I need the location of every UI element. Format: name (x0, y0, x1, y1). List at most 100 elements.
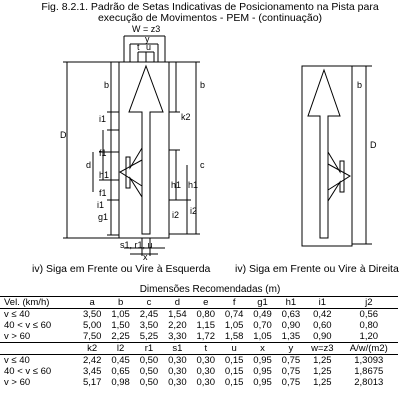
left-straight-arrow (128, 64, 164, 235)
header-cell: e (191, 296, 220, 309)
dimensions-table: Vel. (km/h) a b c d e f g1 h1 i1 j2 v ≤ … (0, 296, 398, 388)
table-cell: v > 60 (4, 331, 31, 342)
label-i1-lower: i1 (97, 200, 105, 210)
table-row: 40 < v ≤ 60 3,45 0,65 0,50 0,30 0,30 0,1… (0, 366, 398, 377)
label-k2: k2 (181, 112, 191, 122)
header-cell: j2 (339, 296, 398, 309)
table-header-row-2: k2 l2 r1 s1 t u x y w=z3 A/w/(m2) (0, 342, 398, 355)
table-cell: 0,42 (313, 309, 332, 320)
table-cell: v ≤ 40 (4, 355, 30, 366)
table-cell: v > 60 (4, 377, 31, 388)
table-cell: 0,50 (139, 355, 159, 366)
label-i2-left: i2 (172, 210, 180, 220)
header-cell: f (219, 296, 249, 309)
label-f1-top: f1 (99, 148, 107, 158)
table-cell: 1,72 (196, 331, 216, 342)
header-cell: s1 (163, 342, 192, 355)
table-cell: 0,49 (253, 309, 272, 320)
table-cell: 0,30 (168, 355, 187, 366)
label-x: x (143, 252, 148, 262)
header-cell: c (134, 296, 164, 309)
table-row: v ≤ 40 3,50 1,05 2,45 1,54 0,80 0,74 0,4… (0, 309, 398, 321)
table-cell: 1,54 (168, 309, 187, 320)
table-cell: 0,30 (168, 377, 187, 388)
left-figure-caption: iv) Siga em Frente ou Vire à Esquerda (32, 263, 211, 275)
header-cell: a (78, 296, 107, 309)
header-cell: Vel. (km/h) (0, 296, 78, 309)
table-cell: 0,95 (253, 355, 272, 366)
table-row: v > 60 5,17 0,98 0,50 0,30 0,30 0,15 0,9… (0, 377, 398, 388)
table-cell: 5,17 (82, 377, 102, 388)
table-cell: 0,30 (196, 366, 216, 377)
table-caption: Dimensões Recomendadas (m) (139, 284, 281, 295)
table-cell: 7,50 (82, 331, 102, 342)
label-h1: h1 (99, 170, 110, 180)
table-cell: 1,25 (313, 366, 332, 377)
table-cell: 0,50 (139, 377, 159, 388)
table-cell: 2,8013 (354, 377, 384, 388)
table-cell: 1,05 (111, 309, 130, 320)
table-cell: 0,75 (281, 377, 301, 388)
table-cell: 5,00 (82, 320, 102, 331)
table-cell: 2,45 (139, 309, 159, 320)
table-cell: 3,50 (82, 309, 102, 320)
table-cell: 0,98 (111, 377, 130, 388)
label-b-right-figure: b (357, 80, 363, 90)
label-u: u (146, 42, 152, 52)
label-i1: i1 (99, 114, 107, 124)
label-D-left: D (60, 130, 67, 140)
table-cell: 0,74 (224, 309, 244, 320)
table-cell: 3,50 (139, 320, 159, 331)
right-straight-arrow (307, 68, 341, 239)
table-cell: 40 < v ≤ 60 (4, 366, 52, 377)
table-cell: 1,15 (196, 320, 216, 331)
table-cell: 3,45 (82, 366, 102, 377)
header-cell: d (163, 296, 192, 309)
table-cell: v ≤ 40 (4, 309, 30, 320)
header-cell: k2 (78, 342, 107, 355)
table-cell: 0,80 (196, 309, 216, 320)
figure-title-line-2: execução de Movimentos - PEM - (continua… (97, 12, 323, 24)
table-header-row-1: Vel. (km/h) a b c d e f g1 h1 i1 j2 (0, 296, 398, 309)
header-cell: t (191, 342, 220, 355)
label-b: b (104, 80, 110, 90)
label-c: c (200, 160, 205, 170)
table-row: v ≤ 40 2,42 0,45 0,50 0,30 0,30 0,15 0,9… (0, 355, 398, 367)
label-s1-r1-u: s1, r1, u (120, 240, 153, 250)
table-cell: 2,25 (111, 331, 130, 342)
label-d: d (86, 160, 92, 170)
table-row: 40 < v ≤ 60 5,00 1,50 3,50 2,20 1,15 1,0… (0, 320, 398, 331)
label-g1: g1 (98, 212, 109, 222)
figure-title-line-1: Fig. 8.2.1. Padrão de Setas Indicativas … (41, 1, 379, 13)
header-cell: u (219, 342, 249, 355)
table-cell: 3,30 (168, 331, 187, 342)
header-cell: i1 (305, 296, 340, 309)
table-cell: 1,25 (313, 355, 332, 366)
table-cell: 0,90 (281, 320, 301, 331)
table-cell: 0,45 (111, 355, 130, 366)
header-cell: x (248, 342, 277, 355)
table-cell: 0,60 (313, 320, 332, 331)
table-cell: 1,20 (359, 331, 379, 342)
left-turn-branch (125, 146, 143, 199)
table-cell: 0,95 (253, 377, 272, 388)
table-cell: 0,65 (111, 366, 130, 377)
table-row: v > 60 7,50 2,25 5,25 3,30 1,72 1,58 1,0… (0, 331, 398, 343)
table-cell: 0,15 (224, 377, 244, 388)
label-D-right-figure: D (370, 140, 377, 150)
table-cell: 0,70 (253, 320, 272, 331)
table-cell: 0,50 (139, 366, 159, 377)
table-cell: 0,15 (224, 355, 244, 366)
table-cell: 0,75 (281, 366, 301, 377)
header-cell (0, 342, 78, 355)
table-cell: 0,30 (168, 366, 187, 377)
header-cell: g1 (248, 296, 277, 309)
label-h1-right: h1 (171, 180, 182, 190)
table-cell: 1,25 (313, 377, 332, 388)
table-cell: 0,30 (196, 355, 216, 366)
right-figure-caption: iv) Siga em Frente ou Vire à Direita (235, 263, 399, 275)
table-cell: 0,95 (253, 366, 272, 377)
table-cell: 0,56 (359, 309, 379, 320)
label-y: y (145, 34, 150, 44)
